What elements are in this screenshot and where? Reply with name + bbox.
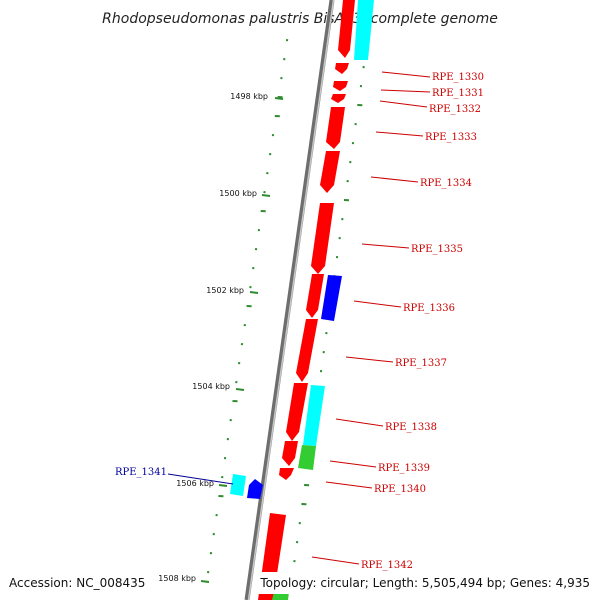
cds-feature: [282, 441, 298, 466]
cds-feature: [335, 63, 349, 74]
kbp-tick-label: 1500 kbp: [219, 189, 257, 198]
cds-feature: [311, 203, 334, 274]
label-leader-line: [325, 481, 373, 489]
gene-label[interactable]: RPE_1339: [378, 463, 430, 474]
kbp-tick-mark: [235, 388, 245, 391]
cds-feature: [333, 81, 348, 91]
label-leader-line: [375, 131, 424, 137]
gene-label[interactable]: RPE_1332: [429, 104, 481, 115]
kbp-tick-mark: [200, 580, 210, 583]
label-leader-line: [167, 473, 234, 485]
cds-feature: [286, 383, 308, 441]
cds-feature: [298, 445, 316, 470]
kbp-tick-label: 1502 kbp: [206, 286, 244, 295]
gene-label[interactable]: RPE_1338: [385, 422, 437, 433]
cds-feature: [331, 94, 346, 103]
footer-topology: Topology: circular; Length: 5,505,494 bp…: [259, 576, 590, 590]
kbp-scale: 1498 kbp 1500 kbp 1502 kbp 1504 kbp 1506…: [158, 92, 284, 583]
kbp-tick-mark: [249, 291, 259, 294]
kbp-tick-label: 1508 kbp: [158, 574, 196, 583]
gene-label[interactable]: RPE_1340: [374, 484, 426, 495]
footer-accession-bg: [0, 572, 150, 594]
cds-feature: [247, 479, 263, 499]
kbp-tick-label: 1506 kbp: [176, 479, 214, 488]
gene-labels: RPE_1330 RPE_1331 RPE_1332 RPE_1333 RPE_…: [115, 71, 484, 571]
label-leader-line: [380, 89, 431, 93]
genome-backbone: [244, 0, 335, 600]
kbp-tick-mark: [218, 484, 228, 487]
label-leader-line: [335, 418, 384, 427]
cds-feature: [354, 0, 374, 60]
gc-content-dots: [207, 39, 368, 574]
map-title: Rhodopseudomonas palustris BisA53, compl…: [102, 11, 498, 27]
gene-label[interactable]: RPE_1337: [395, 358, 447, 369]
cds-feature: [303, 385, 325, 446]
kbp-tick-label: 1498 kbp: [230, 92, 268, 101]
gene-label[interactable]: RPE_1334: [420, 178, 472, 189]
label-leader-line: [381, 71, 431, 78]
kbp-tick-mark: [261, 194, 271, 197]
label-leader-line: [345, 356, 394, 363]
cds-feature: [320, 151, 340, 193]
footer-topology-bg: [258, 572, 600, 594]
cds-feature: [279, 468, 294, 480]
gene-label[interactable]: RPE_1342: [361, 560, 413, 571]
label-leader-line: [370, 176, 419, 183]
kbp-tick-mark: [274, 97, 284, 100]
gene-label[interactable]: RPE_1341: [115, 467, 167, 478]
gene-features: [230, 0, 374, 600]
gene-label[interactable]: RPE_1331: [432, 88, 484, 99]
cds-feature: [306, 274, 324, 318]
cds-feature: [230, 474, 246, 496]
cds-feature: [338, 0, 355, 58]
label-leader-line: [353, 300, 402, 308]
label-leader-line: [329, 460, 377, 468]
gene-label[interactable]: RPE_1335: [411, 244, 463, 255]
cds-feature: [326, 107, 345, 149]
label-leader-line: [361, 243, 410, 249]
label-leader-line: [311, 556, 360, 565]
cds-feature: [296, 319, 318, 382]
footer-accession: Accession: NC_008435: [9, 576, 145, 590]
kbp-tick-label: 1504 kbp: [192, 382, 230, 391]
gene-label[interactable]: RPE_1336: [403, 303, 455, 314]
cds-feature: [321, 275, 342, 321]
label-leader-line: [379, 100, 428, 108]
gene-label[interactable]: RPE_1333: [425, 132, 477, 143]
gene-label[interactable]: RPE_1330: [432, 72, 484, 83]
